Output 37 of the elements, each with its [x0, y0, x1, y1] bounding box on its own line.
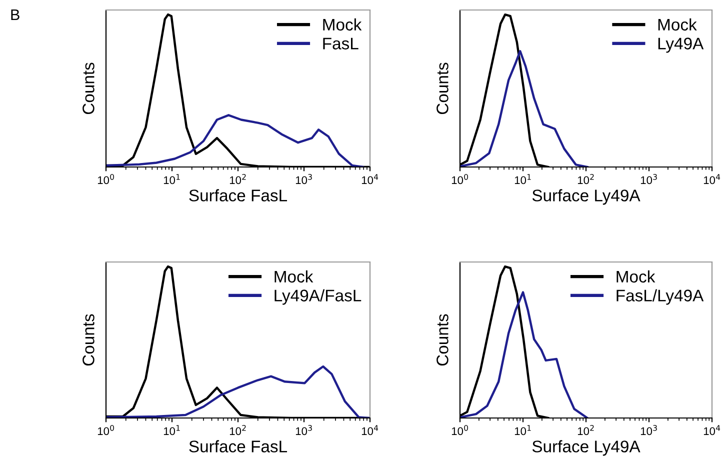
x-axis-title: Surface Ly49A: [532, 189, 640, 205]
x-tick-label: 10$^{3}$: [640, 174, 657, 184]
x-tick-label: 10$^{3}$: [640, 424, 657, 436]
x-tick-label: 10$^{1}$: [164, 174, 180, 184]
legend-label: FasL/Ly49A: [616, 289, 704, 305]
x-tick-label: 10$^{3}$: [296, 174, 312, 184]
x-tick-label: 10$^{0}$: [452, 174, 468, 184]
y-axis-title: Counts: [436, 62, 448, 114]
x-axis-title: Surface FasL: [189, 440, 288, 452]
x-tick-label: 10$^{3}$: [296, 424, 312, 436]
x-tick-label: 10$^{2}$: [230, 174, 246, 184]
y-axis-title: Counts: [82, 314, 94, 366]
x-tick-label: 10$^{4}$: [704, 425, 720, 436]
y-axis-title: Counts: [82, 62, 94, 114]
x-tick-label: 10$^{2}$: [230, 424, 246, 436]
x-tick-label: 10$^{4}$: [362, 174, 378, 184]
legend-label: Mock: [658, 18, 697, 31]
x-tick-label: 10$^{2}$: [578, 424, 594, 436]
text: B: [11, 9, 20, 20]
x-tick-label: 10$^{2}$: [578, 174, 594, 184]
x-tick-label: 10$^{4}$: [704, 174, 720, 184]
legend-label: Mock: [616, 270, 656, 283]
x-axis-title: Surface FasL: [189, 189, 288, 202]
x-axis-title: Surface Ly49A: [532, 440, 640, 456]
legend-label: Mock: [274, 270, 314, 283]
legend-label: Mock: [323, 18, 362, 31]
legend-label: Ly49A/FasL: [274, 289, 362, 305]
x-tick-label: 10$^{1}$: [514, 174, 531, 184]
x-tick-label: 10$^{0}$: [98, 424, 114, 436]
x-tick-label: 10$^{1}$: [514, 425, 531, 436]
x-tick-label: 10$^{1}$: [164, 425, 180, 436]
x-tick-label: 10$^{4}$: [362, 425, 378, 436]
legend-label: Ly49A: [658, 38, 704, 53]
y-axis-title: Counts: [436, 314, 448, 366]
x-tick-label: 10$^{0}$: [98, 174, 114, 184]
x-tick-label: 10$^{0}$: [452, 424, 468, 436]
legend-label: FasL: [323, 38, 358, 50]
